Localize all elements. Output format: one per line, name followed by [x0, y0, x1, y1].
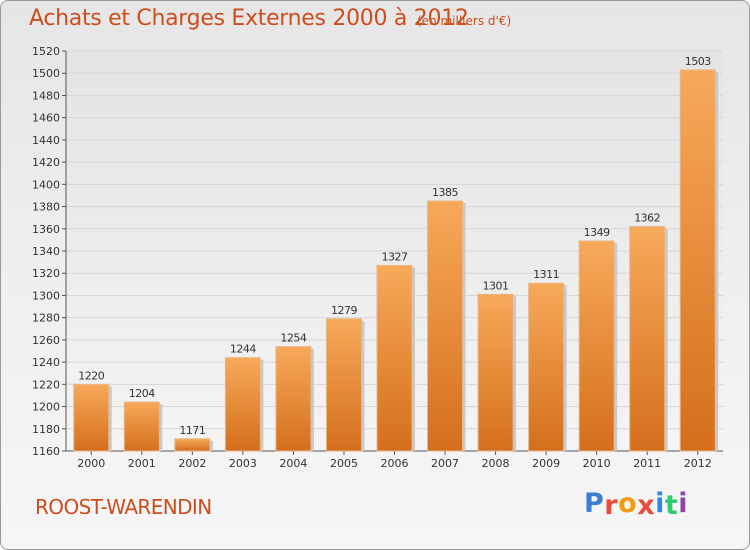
y-tick-label: 1320: [32, 267, 60, 280]
bar-value-label: 1311: [533, 268, 559, 281]
bar-value-label: 1362: [634, 212, 660, 225]
bar: [224, 357, 261, 452]
bar: [528, 282, 565, 452]
bar-value-label: 1244: [230, 343, 256, 356]
bar-value-label: 1254: [280, 332, 306, 345]
y-tick-label: 1340: [32, 245, 60, 258]
y-tick-label: 1220: [32, 378, 60, 391]
bar-value-label: 1220: [78, 369, 104, 382]
bar-value-label: 1279: [331, 304, 357, 317]
y-tick-label: 1520: [32, 45, 60, 58]
logo-letter: t: [664, 490, 679, 521]
bar-value-label: 1349: [584, 226, 610, 239]
x-tick-label: 2000: [77, 457, 105, 470]
bar: [427, 200, 464, 452]
logo-letter: x: [637, 490, 656, 521]
x-tick-label: 2006: [381, 457, 409, 470]
bar-value-label: 1385: [432, 186, 458, 199]
x-tick-label: 2012: [684, 457, 712, 470]
logo-letter: i: [678, 488, 689, 519]
bar: [325, 318, 362, 452]
y-tick-label: 1420: [32, 156, 60, 169]
x-tick-label: 2003: [229, 457, 257, 470]
bar-value-label: 1171: [179, 424, 205, 437]
bar-value-label: 1204: [129, 387, 155, 400]
y-tick-label: 1480: [32, 89, 60, 102]
x-tick-label: 2008: [482, 457, 510, 470]
x-tick-label: 2004: [279, 457, 307, 470]
y-tick-label: 1460: [32, 112, 60, 125]
commune-name: ROOST-WARENDIN: [35, 495, 212, 519]
y-tick-label: 1380: [32, 201, 60, 214]
x-tick-label: 2009: [532, 457, 560, 470]
bar: [174, 438, 211, 452]
y-tick-label: 1240: [32, 356, 60, 369]
x-tick-label: 2011: [633, 457, 661, 470]
y-tick-label: 1200: [32, 401, 60, 414]
bar: [679, 69, 716, 452]
chart-subtitle: (en milliers d'€): [417, 14, 512, 28]
x-tick-label: 2001: [128, 457, 156, 470]
bar: [275, 346, 312, 452]
proxiti-logo[interactable]: Proxiti: [584, 488, 689, 521]
bar-value-label: 1301: [483, 279, 509, 292]
logo-letter: P: [584, 488, 605, 519]
y-tick-label: 1160: [32, 445, 60, 458]
y-tick-label: 1440: [32, 134, 60, 147]
y-tick-label: 1260: [32, 334, 60, 347]
y-tick-label: 1180: [32, 423, 60, 436]
logo-letter: o: [618, 488, 638, 519]
bar: [477, 293, 514, 452]
bar: [578, 240, 615, 452]
y-tick-label: 1280: [32, 312, 60, 325]
x-tick-label: 2005: [330, 457, 358, 470]
bar-value-label: 1327: [382, 250, 408, 263]
bar: [376, 264, 413, 452]
bar: [123, 401, 160, 452]
bar-value-label: 1503: [685, 55, 711, 68]
y-tick-label: 1360: [32, 223, 60, 236]
x-tick-label: 2002: [178, 457, 206, 470]
y-tick-label: 1300: [32, 289, 60, 302]
x-tick-label: 2007: [431, 457, 459, 470]
y-tick-label: 1500: [32, 67, 60, 80]
y-tick-label: 1400: [32, 178, 60, 191]
chart-title: Achats et Charges Externes 2000 à 2012: [29, 6, 469, 31]
logo-letter: i: [655, 488, 665, 519]
bar: [73, 383, 110, 452]
logo-letter: r: [604, 490, 619, 521]
x-tick-label: 2010: [583, 457, 611, 470]
bar: [629, 226, 666, 452]
